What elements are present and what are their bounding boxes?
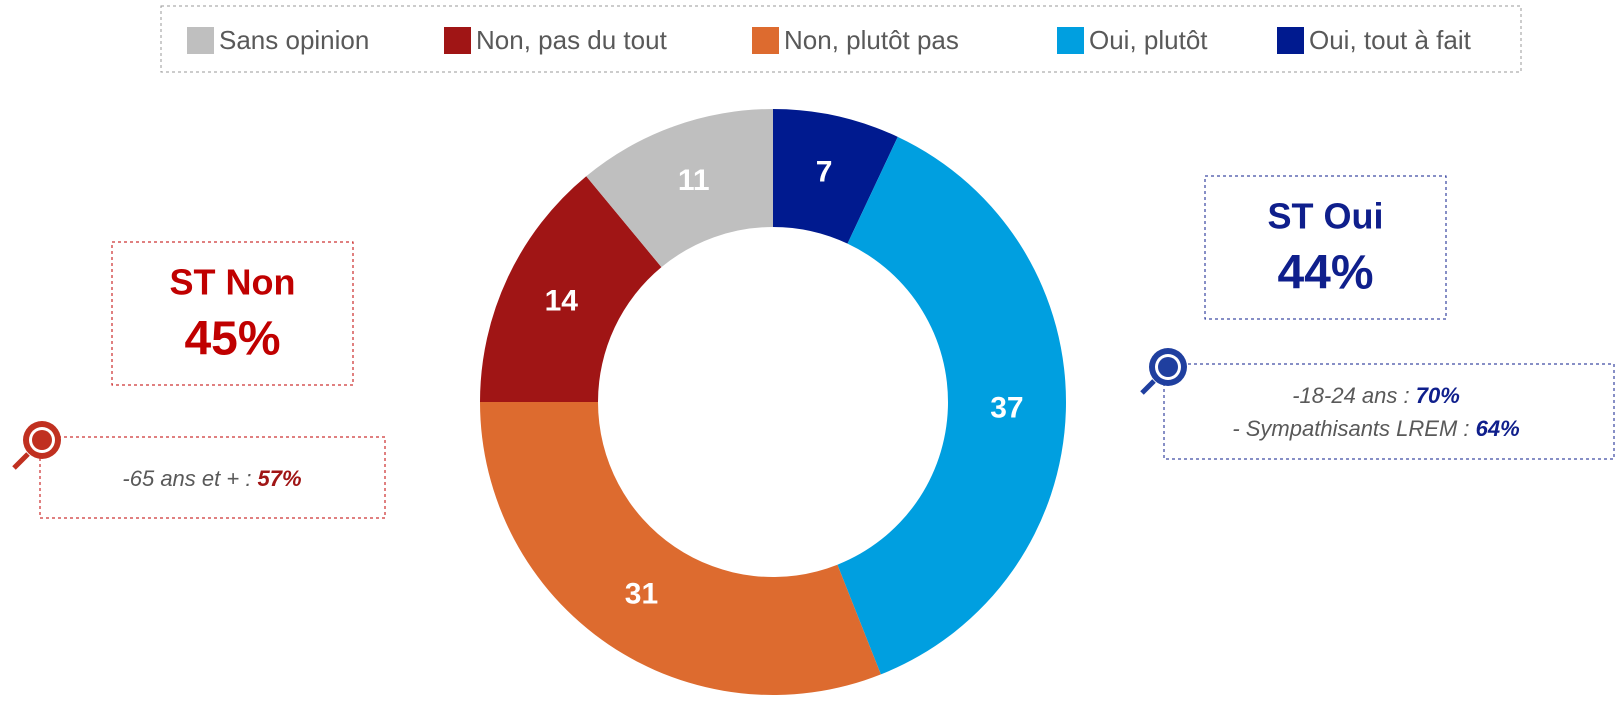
legend-label: Oui, tout à fait: [1309, 25, 1472, 55]
legend-swatch: [1057, 27, 1084, 54]
note-non-box: [39, 436, 386, 519]
legend-label: Sans opinion: [219, 25, 369, 55]
icon-non: [12, 421, 61, 470]
st-value: 45%: [184, 313, 280, 366]
data-label: 37: [990, 391, 1023, 424]
note: - Sympathisants LREM : 64%: [1232, 416, 1519, 441]
legend-label: Oui, plutôt: [1089, 25, 1208, 55]
note-text: - Sympathisants LREM :: [1232, 416, 1475, 441]
donut-segment: [586, 109, 773, 268]
data-label: 14: [545, 284, 579, 317]
note-value: 64%: [1476, 416, 1520, 441]
st-value: 44%: [1277, 247, 1373, 300]
st-oui-box: [1204, 175, 1447, 320]
data-label: 7: [816, 156, 833, 189]
note-value: 70%: [1416, 383, 1460, 408]
st-label: ST Non: [170, 262, 296, 303]
st-non-box: [111, 241, 354, 386]
legend-swatch: [187, 27, 214, 54]
note-text: -18-24 ans :: [1292, 383, 1416, 408]
donut-segment: [773, 109, 898, 244]
data-label: 11: [678, 164, 710, 197]
note: -18-24 ans : 70%: [1292, 383, 1460, 408]
note-oui-box: [1163, 363, 1615, 460]
legend-box: [160, 5, 1522, 73]
legend-swatch: [444, 27, 471, 54]
note: -65 ans et + : 57%: [122, 466, 301, 491]
legend-label: Non, pas du tout: [476, 25, 668, 55]
legend-swatch: [752, 27, 779, 54]
donut-segment: [480, 176, 662, 402]
icon-oui: [1140, 348, 1187, 395]
donut-segment: [480, 402, 881, 695]
note-value: 57%: [258, 466, 302, 491]
legend-swatch: [1277, 27, 1304, 54]
note-text: -65 ans et + :: [122, 466, 257, 491]
legend-label: Non, plutôt pas: [784, 25, 959, 55]
donut-segment: [837, 136, 1066, 675]
st-label: ST Oui: [1268, 196, 1384, 237]
data-label: 31: [625, 577, 658, 610]
